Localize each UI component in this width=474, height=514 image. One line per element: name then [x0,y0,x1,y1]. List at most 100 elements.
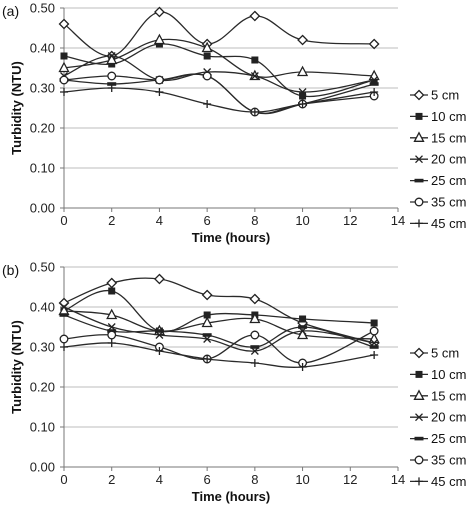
panel-a-point-45-cm-plus-marker [60,88,68,96]
panel-a-series-5-cm [58,6,380,62]
panel-b-point-15-cm-triangle-marker [296,328,309,340]
panel-b-x-tick-label: 8 [251,472,258,487]
panel-b-legend-label-5-cm: 5 cm [431,346,459,361]
panel-b-legend-label-35-cm: 35 cm [431,453,466,468]
panel-b-legend-label-45-cm: 45 cm [431,474,466,489]
panel-b-point-15-cm-triangle-marker [249,312,261,324]
panel-b-point-25-cm-dash-marker [369,345,379,349]
panel-a-series-line-5-cm [63,11,375,57]
panel-a-point-15-cm-triangle-marker [58,61,70,73]
panel-b-point-25-cm-dash-marker [298,325,308,329]
panel-a-point-15-cm-triangle-marker [106,53,118,65]
panel-a-x-axis-label: Time (hours) [192,230,271,245]
panel-a-point-45-cm-plus-marker [203,100,212,108]
panel-a-series-10-cm [60,40,378,100]
panel-a-legend-45-cm-plus-marker [415,219,423,228]
panel-b-point-45-cm-plus-marker [250,359,259,367]
panel-a-point-45-cm-plus-marker [370,88,379,96]
panel-b-legend-10-cm-square-marker [415,370,423,378]
panel-b-y-tick-label: 0.00 [30,460,55,475]
panel-a-x-tick-label: 4 [156,213,163,228]
panel-b: (b) 0.00 0.10 0.20 0.30 0.40 0.50 0 2 4 6 8 10 12 14 Ti… [2,260,466,505]
panel-a-x-tick-label: 0 [60,213,67,228]
panel-a-legend-label-5-cm: 5 cm [431,88,459,103]
panel-b-series-45-cm [60,339,379,371]
panel-a-point-45-cm-plus-marker [107,84,116,92]
panel-b-legend: 5 cm 10 cm 15 cm 20 cm 25 cm 35 cm 45 cm [410,346,466,489]
panel-a: (a) 0.00 0.10 0.20 0.30 0.40 0.50 0 2 4 6 8 10 12 14 Ti… [2,1,466,246]
panel-b-point-25-cm-dash-marker [59,313,69,317]
panel-b-point-45-cm-plus-marker [155,347,164,355]
panel-b-y-tick-label: 0.40 [30,300,55,315]
panel-a-legend-label-10-cm: 10 cm [431,109,466,124]
panel-a-y-tick-label: 0.10 [30,161,55,176]
panel-b-legend-label-25-cm: 25 cm [431,431,466,446]
panel-a-point-35-cm-circle-marker [202,71,212,81]
panel-b-label: (b) [2,262,19,278]
panel-b-x-tick-label: 4 [156,472,163,487]
panel-a-point-25-cm-dash-marker [369,82,379,86]
panel-a-point-20-cm-x-marker [107,52,116,60]
panel-a-x-tick-label: 12 [343,213,357,228]
panel-a-x-tick-label: 8 [251,213,258,228]
panel-b-x-tick-label: 10 [295,472,309,487]
panel-b-legend-45-cm-plus-marker [415,477,423,486]
panel-a-point-10-cm-square-marker [60,52,68,60]
panel-a-x-tick-label: 14 [391,213,405,228]
panel-a-point-35-cm-circle-marker [59,75,69,85]
panel-b-point-5-cm-diamond-marker [154,273,165,285]
panel-a-legend-label-25-cm: 25 cm [431,173,466,188]
panel-b-point-20-cm-x-marker [60,303,68,311]
panel-b-x-axis-label: Time (hours) [192,489,271,504]
panel-a-x-tick-label: 10 [295,213,309,228]
panel-a-point-10-cm-square-marker [251,56,259,64]
panel-b-point-45-cm-plus-marker [370,351,379,359]
panel-a-point-5-cm-diamond-marker [368,38,380,50]
panel-a-legend-10-cm-square-marker [415,112,423,120]
panel-b-y-tick-label: 0.30 [30,340,55,355]
panel-b-point-10-cm-square-marker [299,315,307,323]
panel-b-point-15-cm-triangle-marker [201,316,213,328]
panel-b-legend-label-10-cm: 10 cm [431,367,466,382]
panel-b-legend-20-cm-x-marker [415,413,423,422]
panel-a-legend-35-cm-circle-marker [414,197,424,207]
panel-a-point-45-cm-plus-marker [298,100,307,108]
panel-b-y-tick-label: 0.20 [30,380,55,395]
panel-a-legend-15-cm-triangle-marker [413,131,425,142]
panel-a-y-tick-label: 0.50 [30,1,55,16]
panel-a-legend: 5 cm 10 cm 15 cm 20 cm 25 cm 35 cm 45 cm [410,88,466,231]
panel-a-point-20-cm-x-marker [250,72,259,80]
panel-a-point-10-cm-square-marker [203,52,211,60]
panel-a-point-15-cm-triangle-marker [153,33,166,45]
panel-a-point-5-cm-diamond-marker [249,10,261,22]
panel-b-point-10-cm-square-marker [203,311,211,319]
panel-a-legend-label-15-cm: 15 cm [431,130,466,145]
panel-b-point-45-cm-plus-marker [298,363,307,371]
panel-b-point-15-cm-triangle-marker [106,308,118,320]
panel-a-y-tick-label: 0.20 [30,121,55,136]
panel-a-label: (a) [2,3,19,19]
panel-b-point-10-cm-square-marker [370,319,378,327]
panel-a-point-45-cm-plus-marker [250,108,259,116]
panel-a-legend-label-45-cm: 45 cm [431,216,466,231]
panel-a-series-45-cm [60,84,379,116]
panel-a-y-axis-label: Turbidity (NTU) [9,61,24,155]
panel-a-legend-25-cm-dash-marker [414,178,424,183]
panel-a-point-15-cm-triangle-marker [201,41,213,53]
panel-b-point-35-cm-circle-marker [107,330,117,340]
panel-b-point-10-cm-square-marker [108,287,116,295]
panel-a-point-5-cm-diamond-marker [58,18,70,30]
panel-b-legend-35-cm-circle-marker [414,455,424,465]
panel-b-point-25-cm-dash-marker [250,345,260,349]
panel-b-series-15-cm [58,304,380,344]
panel-b-point-5-cm-diamond-marker [201,289,213,301]
panel-a-y-tick-label: 0.40 [30,41,55,56]
panel-a-point-35-cm-circle-marker [154,75,164,85]
panel-a-point-20-cm-x-marker [298,88,307,96]
panel-b-point-35-cm-circle-marker [250,330,260,340]
panel-b-point-45-cm-plus-marker [107,339,116,347]
panel-a-point-5-cm-diamond-marker [297,34,308,46]
panel-b-legend-label-20-cm: 20 cm [431,410,466,425]
panel-b-series-10-cm [60,287,378,335]
